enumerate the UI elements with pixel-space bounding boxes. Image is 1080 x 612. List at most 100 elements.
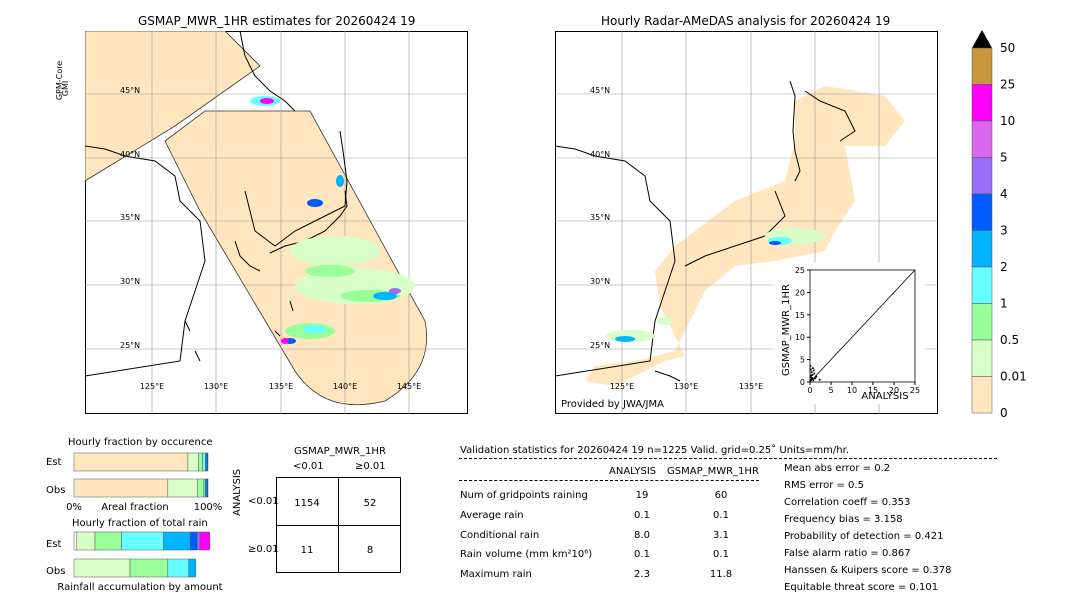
colorbar-label-7: 1 [1000, 297, 1008, 311]
stat-gsmap-conditional: 3.1 [713, 530, 729, 541]
right-lat-label-25: 25°N [590, 341, 610, 350]
scatter-ytick-label-4: 20 [795, 288, 805, 297]
stat-analysis-conditional: 8.0 [634, 530, 650, 541]
rain-fraction-label-est: Est [46, 539, 62, 550]
occurrence-tick-0: 0% [66, 502, 82, 513]
right-map-title: Hourly Radar-AMeDAS analysis for 2026042… [601, 14, 891, 28]
contingency-cell-yy: 8 [367, 545, 373, 556]
left-map-title: GSMAP_MWR_1HR estimates for 20260424 19 [138, 14, 416, 28]
scatter-plot-area: 0 5 10 15 20 25 0 5 10 15 20 25 [795, 266, 920, 395]
scatter-xtick-label-5: 25 [910, 386, 920, 395]
rain-fraction-bar-0-5 [189, 531, 198, 551]
rain-fraction-bar-0-1 [76, 531, 96, 551]
scatter-xtick-label-4: 20 [889, 386, 899, 395]
colorbar-box-9 [971, 376, 993, 414]
right-map-lon-labels: 125°E 130°E 135°E [610, 382, 763, 391]
rain-fraction-bar-1-1 [73, 558, 131, 578]
stat-label-gridpoints: Num of gridpoints raining [460, 490, 588, 501]
radar-coverage [585, 86, 905, 386]
score-correlation: Correlation coeff = 0.353 [784, 497, 911, 508]
rain-fraction-xlabel: Rainfall accumulation by amount [57, 582, 222, 593]
left-map-lat-labels: 45°N 40°N 35°N 30°N 25°N [120, 86, 140, 350]
left-lat-label-40: 40°N [120, 150, 140, 159]
scatter-point-14 [809, 364, 812, 367]
rain-fraction-bar-1-2 [129, 558, 169, 578]
occurrence-bar-1-2 [197, 478, 205, 498]
stat-analysis-average: 0.1 [634, 510, 650, 521]
stat-label-average: Average rain [460, 510, 524, 521]
contingency-col-header-1: <0.01 [293, 461, 324, 472]
scatter-point-10 [811, 367, 814, 370]
stat-label-volume: Rain volume (mm km²10⁶) [460, 549, 593, 560]
scatter-point-7 [813, 372, 816, 375]
stat-label-conditional: Conditional rain [460, 530, 540, 541]
rain-fraction-label-obs: Obs [46, 566, 65, 577]
colorbar-box-1 [971, 84, 993, 122]
occurrence-chart-title: Hourly fraction by occurence [68, 437, 213, 448]
scatter-ytick-label-3: 15 [795, 311, 805, 320]
score-frequency-bias: Frequency bias = 3.158 [784, 514, 903, 525]
left-lat-label-30: 30°N [120, 277, 140, 286]
colorbar-label-1: 25 [1000, 78, 1015, 92]
scatter-point-6 [812, 379, 815, 382]
scatter-ytick-label-0: 0 [800, 378, 805, 387]
stat-gsmap-average: 0.1 [713, 510, 729, 521]
rain-fraction-chart-title: Hourly fraction of total rain [72, 518, 208, 529]
right-map-grid [555, 31, 938, 414]
scatter-ytick-label-1: 5 [800, 356, 805, 365]
colorbar-box-8 [971, 339, 993, 377]
right-map-lat-labels: 45°N 40°N 35°N 30°N 25°N [590, 86, 610, 350]
stat-analysis-maximum: 2.3 [634, 569, 650, 580]
colorbar-label-3: 5 [1000, 151, 1008, 165]
score-rmse: RMS error = 0.5 [784, 480, 864, 491]
colorbar-extend-arrow [972, 30, 992, 48]
scatter-xtick-label-1: 5 [828, 386, 833, 395]
score-hk: Hanssen & Kuipers score = 0.378 [784, 565, 952, 576]
scatter-xtick-label-0: 0 [807, 386, 812, 395]
validation-header-rule [459, 458, 997, 459]
occurrence-bar-1-5 [206, 478, 209, 498]
right-lat-label-40: 40°N [590, 150, 610, 159]
occurrence-chart: Est Obs 0% 100% Areal fraction [46, 452, 222, 513]
scatter-point-8 [814, 377, 817, 380]
rain-fraction-bar-0-6 [196, 531, 201, 551]
scatter-point-9 [809, 368, 812, 371]
stat-label-maximum: Maximum rain [460, 569, 532, 580]
colorbar-label-2: 10 [1000, 114, 1015, 128]
occurrence-xlabel: Areal fraction [101, 502, 168, 513]
stat-gsmap-maximum: 11.8 [709, 569, 733, 580]
score-mae: Mean abs error = 0.2 [784, 463, 891, 474]
scatter-diagonal [809, 269, 916, 383]
left-map-coastline [85, 31, 348, 377]
validation-col-gsmap: GSMAP_MWR_1HR [667, 466, 759, 477]
left-lon-label-145: 145°E [397, 382, 421, 391]
validation-col-rule [459, 480, 759, 481]
left-map-rain [250, 96, 415, 344]
left-map-side-label: GPM-Core GMI [55, 61, 74, 122]
contingency-cell-yn: 11 [301, 545, 314, 556]
rain-fraction-bar-0-4 [163, 531, 191, 551]
left-lon-label-140: 140°E [333, 382, 357, 391]
scatter-xtick-label-3: 15 [868, 386, 878, 395]
stat-analysis-volume: 0.1 [634, 549, 650, 560]
colorbar-label-9: 0.01 [1000, 370, 1027, 384]
scatter-point-4 [811, 376, 814, 379]
left-lon-label-135: 135°E [269, 382, 293, 391]
stat-gsmap-volume: 0.1 [713, 549, 729, 560]
occurrence-bar-0-1 [187, 452, 199, 472]
occurrence-bar-0-0 [73, 452, 189, 472]
scatter-ytick-label-5: 25 [795, 266, 805, 275]
scatter-point-12 [810, 374, 813, 377]
colorbar-labels: 50 25 10 5 4 3 2 1 0.5 0.01 0 [1000, 41, 1027, 418]
colorbar: 50 25 10 5 4 3 2 1 0.5 0.01 0 [971, 30, 1027, 418]
left-lat-label-25: 25°N [120, 341, 140, 350]
sensor-name: GMI [61, 80, 71, 97]
rain-fraction-bar-0-3 [121, 531, 164, 551]
contingency-row-header-2: ≥0.01 [248, 544, 279, 555]
rain-fraction-bar-1-3 [167, 558, 190, 578]
scatter-point-15 [812, 369, 815, 372]
right-lat-label-35: 35°N [590, 213, 610, 222]
colorbar-label-6: 2 [1000, 260, 1008, 274]
occurrence-label-obs: Obs [46, 485, 65, 496]
scatter-point-13 [818, 378, 821, 381]
